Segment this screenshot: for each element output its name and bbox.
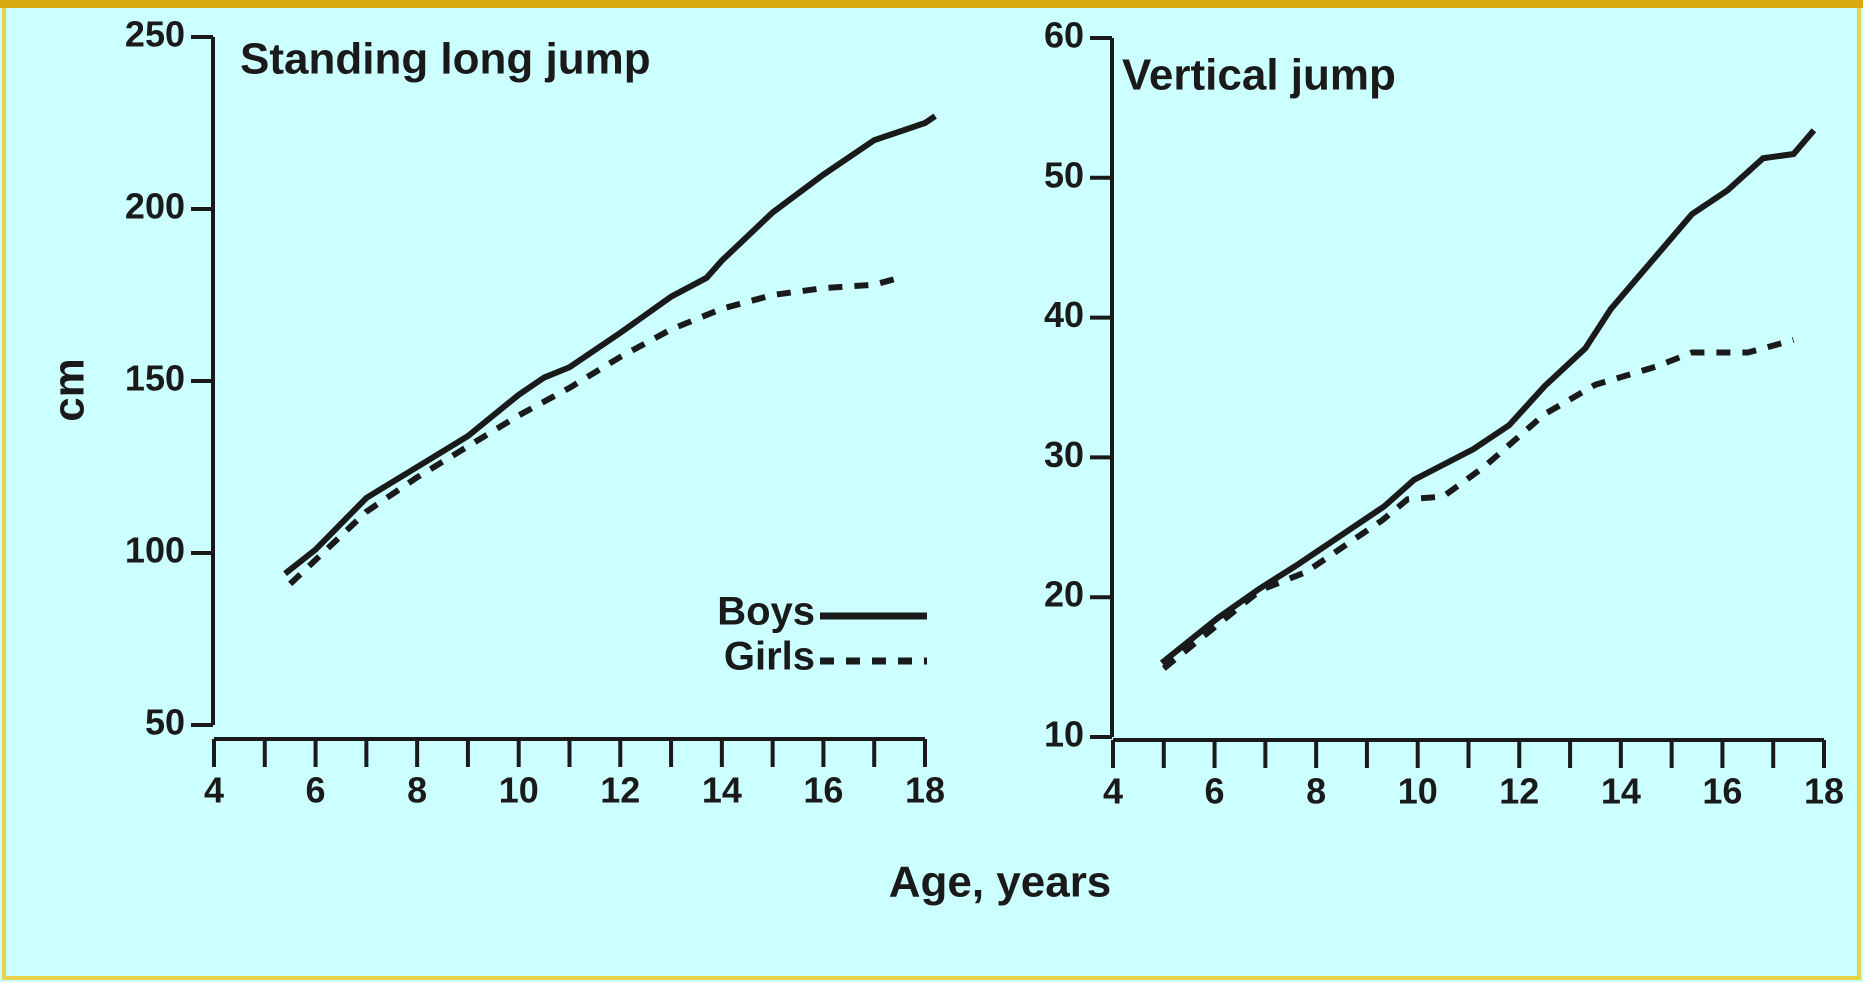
series-line	[1161, 337, 1795, 671]
y-tick-label: 100	[125, 530, 185, 571]
x-axis-label: Age, years	[889, 858, 1112, 907]
y-axis-label: cm	[45, 358, 94, 422]
x-tick-label: 10	[1398, 771, 1438, 812]
y-tick-label: 50	[1044, 154, 1084, 195]
x-tick-label: 6	[306, 770, 326, 811]
x-tick-label: 4	[1103, 771, 1123, 812]
top-bar	[0, 0, 1863, 8]
chart-title: Vertical jump	[1122, 51, 1396, 100]
x-tick-label: 10	[499, 770, 539, 811]
series-line	[288, 274, 901, 587]
x-tick-label: 18	[905, 770, 945, 811]
y-tick-label: 200	[125, 186, 185, 227]
series-line	[283, 113, 937, 576]
chart-title: Standing long jump	[240, 35, 651, 84]
x-tick-label: 6	[1205, 771, 1225, 812]
legend-label: Girls	[724, 635, 815, 679]
x-tick-label: 18	[1804, 771, 1844, 812]
x-tick-label: 8	[407, 770, 427, 811]
legend-label: Boys	[717, 590, 815, 634]
x-tick-label: 16	[1702, 771, 1742, 812]
x-tick-label: 4	[204, 770, 224, 811]
x-tick-label: 14	[1601, 771, 1641, 812]
x-tick-label: 12	[600, 770, 640, 811]
y-tick-label: 30	[1044, 434, 1084, 475]
y-tick-label: 60	[1044, 15, 1084, 56]
y-tick-label: 150	[125, 358, 185, 399]
y-tick-label: 40	[1044, 294, 1084, 335]
x-tick-label: 14	[702, 770, 742, 811]
x-tick-label: 8	[1306, 771, 1326, 812]
x-tick-label: 16	[803, 770, 843, 811]
x-tick-label: 12	[1499, 771, 1539, 812]
series-line	[1159, 128, 1817, 666]
y-tick-label: 50	[145, 702, 185, 743]
y-tick-label: 20	[1044, 574, 1084, 615]
y-tick-label: 250	[125, 14, 185, 55]
y-tick-label: 10	[1044, 714, 1084, 755]
